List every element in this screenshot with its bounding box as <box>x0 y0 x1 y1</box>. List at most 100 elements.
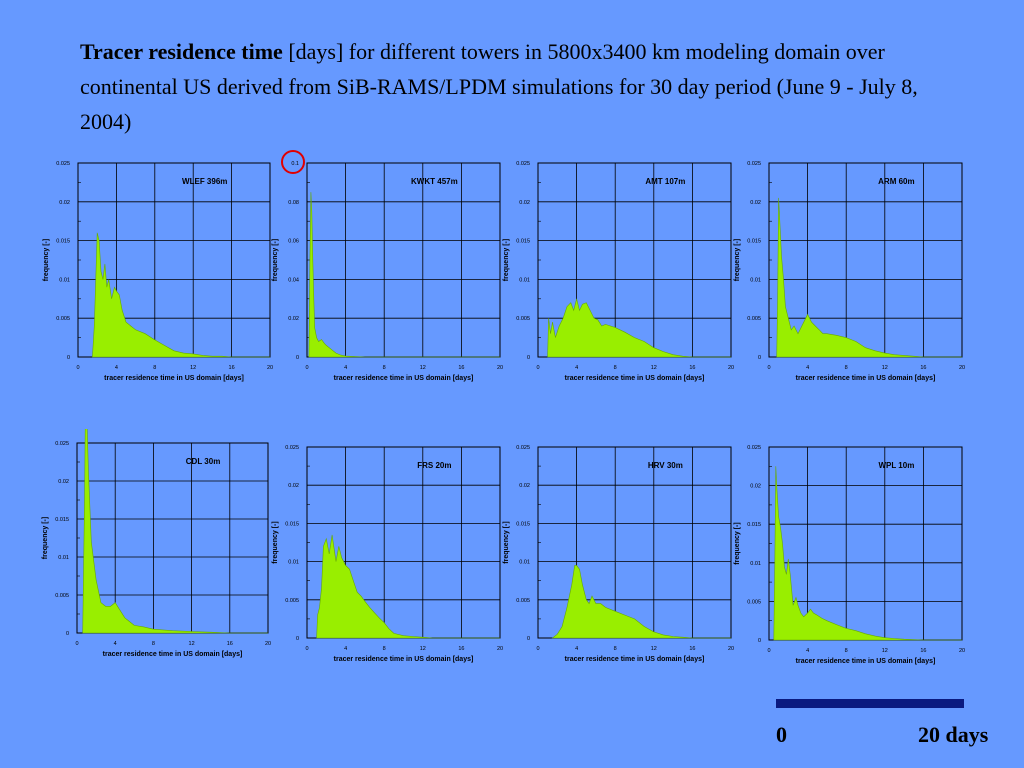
scale-bar <box>776 699 964 708</box>
x-tick-label: 0 <box>76 365 79 371</box>
x-tick-label: 20 <box>497 646 503 652</box>
scale-start-label: 0 <box>776 722 787 747</box>
x-axis-label: tracer residence time in US domain [days… <box>796 658 936 665</box>
y-tick-label: 0.02 <box>288 483 299 489</box>
y-tick-label: 0 <box>527 355 530 361</box>
x-tick-label: 20 <box>959 648 965 654</box>
chart-panel-1: 0 4 8 12 16 20 0 0.005 0.01 0.015 0.02 0.025 WLEF 39… <box>43 161 273 382</box>
y-axis-label: frequency [-] <box>272 239 279 281</box>
x-tick-label: 16 <box>689 365 695 371</box>
slide-title: Tracer residence time [days] for differe… <box>80 34 960 139</box>
highlight-circle <box>281 150 305 174</box>
x-tick-label: 16 <box>458 646 464 652</box>
residence-area-series <box>776 197 962 358</box>
x-axis-label: tracer residence time in US domain [days… <box>103 651 243 658</box>
x-axis-label: tracer residence time in US domain [days… <box>565 375 705 382</box>
x-tick-label: 0 <box>536 365 539 371</box>
residence-area-series <box>547 298 731 358</box>
chart-panel-7: 0 4 8 12 16 20 0 0.005 0.01 0.015 0.02 0.025 HRV 30m… <box>503 445 734 663</box>
x-tick-label: 4 <box>575 646 578 652</box>
y-tick-label: 0 <box>527 636 530 642</box>
x-tick-label: 4 <box>806 648 809 654</box>
x-tick-label: 12 <box>882 648 888 654</box>
y-tick-label: 0 <box>66 631 69 637</box>
y-tick-label: 0.01 <box>58 555 69 561</box>
x-tick-label: 16 <box>227 641 233 647</box>
x-tick-label: 20 <box>265 641 271 647</box>
y-tick-label: 0.025 <box>747 445 761 451</box>
y-tick-label: 0.015 <box>285 521 299 527</box>
x-tick-label: 0 <box>75 641 78 647</box>
y-tick-label: 0.01 <box>519 277 530 283</box>
slide-title-rest: [days] for different towers in 5800x3400… <box>80 39 918 134</box>
y-tick-label: 0.01 <box>59 277 70 283</box>
x-tick-label: 16 <box>920 365 926 371</box>
y-tick-label: 0 <box>758 355 761 361</box>
y-tick-label: 0.015 <box>747 239 761 245</box>
y-tick-label: 0.025 <box>285 445 299 451</box>
y-tick-label: 0.005 <box>516 598 530 604</box>
x-axis-label: tracer residence time in US domain [days… <box>334 375 474 382</box>
y-tick-label: 0.02 <box>58 479 69 485</box>
y-tick-label: 0.015 <box>747 522 761 528</box>
station-label: AMT 107m <box>645 177 685 186</box>
x-tick-label: 12 <box>190 365 196 371</box>
x-tick-label: 0 <box>305 365 308 371</box>
x-axis-label: tracer residence time in US domain [days… <box>104 375 244 382</box>
x-tick-label: 12 <box>420 365 426 371</box>
chart-panel-3: 0 4 8 12 16 20 0 0.005 0.01 0.015 0.02 0.025 AMT 107… <box>503 161 734 382</box>
y-tick-label: 0.005 <box>747 599 761 605</box>
x-tick-label: 8 <box>383 646 386 652</box>
y-tick-label: 0.02 <box>750 200 761 206</box>
station-label: HRV 30m <box>648 461 683 470</box>
x-tick-label: 4 <box>806 365 809 371</box>
y-tick-label: 0.06 <box>288 239 299 245</box>
x-tick-label: 8 <box>614 646 617 652</box>
y-tick-label: 0.08 <box>288 200 299 206</box>
y-tick-label: 0.01 <box>750 277 761 283</box>
x-axis-label: tracer residence time in US domain [days… <box>796 375 936 382</box>
scale-end-label: 20 days <box>918 722 989 747</box>
y-tick-label: 0.02 <box>519 483 530 489</box>
y-tick-label: 0.015 <box>516 521 530 527</box>
y-tick-label: 0.005 <box>747 316 761 322</box>
x-tick-label: 4 <box>344 646 347 652</box>
y-tick-label: 0 <box>67 355 70 361</box>
y-axis-label: frequency [-] <box>43 239 50 281</box>
y-tick-label: 0.02 <box>519 200 530 206</box>
y-tick-label: 0.01 <box>288 560 299 566</box>
y-axis-label: frequency [-] <box>503 239 510 281</box>
y-tick-label: 0.025 <box>516 161 530 167</box>
chart-panel-5: 0 4 8 12 16 20 0 0.005 0.01 0.015 0.02 0.025 CDL 30m… <box>42 429 271 658</box>
y-tick-label: 0.02 <box>288 316 299 322</box>
x-tick-label: 20 <box>959 365 965 371</box>
y-axis-label: frequency [-] <box>734 239 741 281</box>
y-tick-label: 0.02 <box>59 200 70 206</box>
y-tick-label: 0.02 <box>750 484 761 490</box>
y-tick-label: 0.04 <box>288 277 299 283</box>
residence-area-series <box>551 565 731 639</box>
x-axis-label: tracer residence time in US domain [days… <box>565 656 705 663</box>
x-tick-label: 0 <box>536 646 539 652</box>
x-tick-label: 8 <box>614 365 617 371</box>
y-tick-label: 0.025 <box>55 441 69 447</box>
slide-title-bold: Tracer residence time <box>80 39 283 64</box>
y-tick-label: 0.005 <box>55 593 69 599</box>
y-tick-label: 0.025 <box>747 161 761 167</box>
x-tick-label: 20 <box>497 365 503 371</box>
y-axis-label: frequency [-] <box>503 521 510 563</box>
y-tick-label: 0 <box>296 355 299 361</box>
chart-panel-6: 0 4 8 12 16 20 0 0.005 0.01 0.015 0.02 0.025 FRS 20m… <box>272 445 503 663</box>
x-tick-label: 4 <box>114 641 117 647</box>
station-label: KWKT 457m <box>411 177 458 186</box>
x-tick-label: 8 <box>383 365 386 371</box>
y-axis-label: frequency [-] <box>272 521 279 563</box>
x-tick-label: 12 <box>189 641 195 647</box>
y-tick-label: 0.005 <box>56 316 70 322</box>
x-tick-label: 16 <box>920 648 926 654</box>
x-tick-label: 12 <box>882 365 888 371</box>
y-tick-label: 0.015 <box>55 517 69 523</box>
x-tick-label: 4 <box>575 365 578 371</box>
x-tick-label: 8 <box>845 365 848 371</box>
chart-panel-4: 0 4 8 12 16 20 0 0.005 0.01 0.015 0.02 0.025 ARM 60m… <box>734 161 965 382</box>
